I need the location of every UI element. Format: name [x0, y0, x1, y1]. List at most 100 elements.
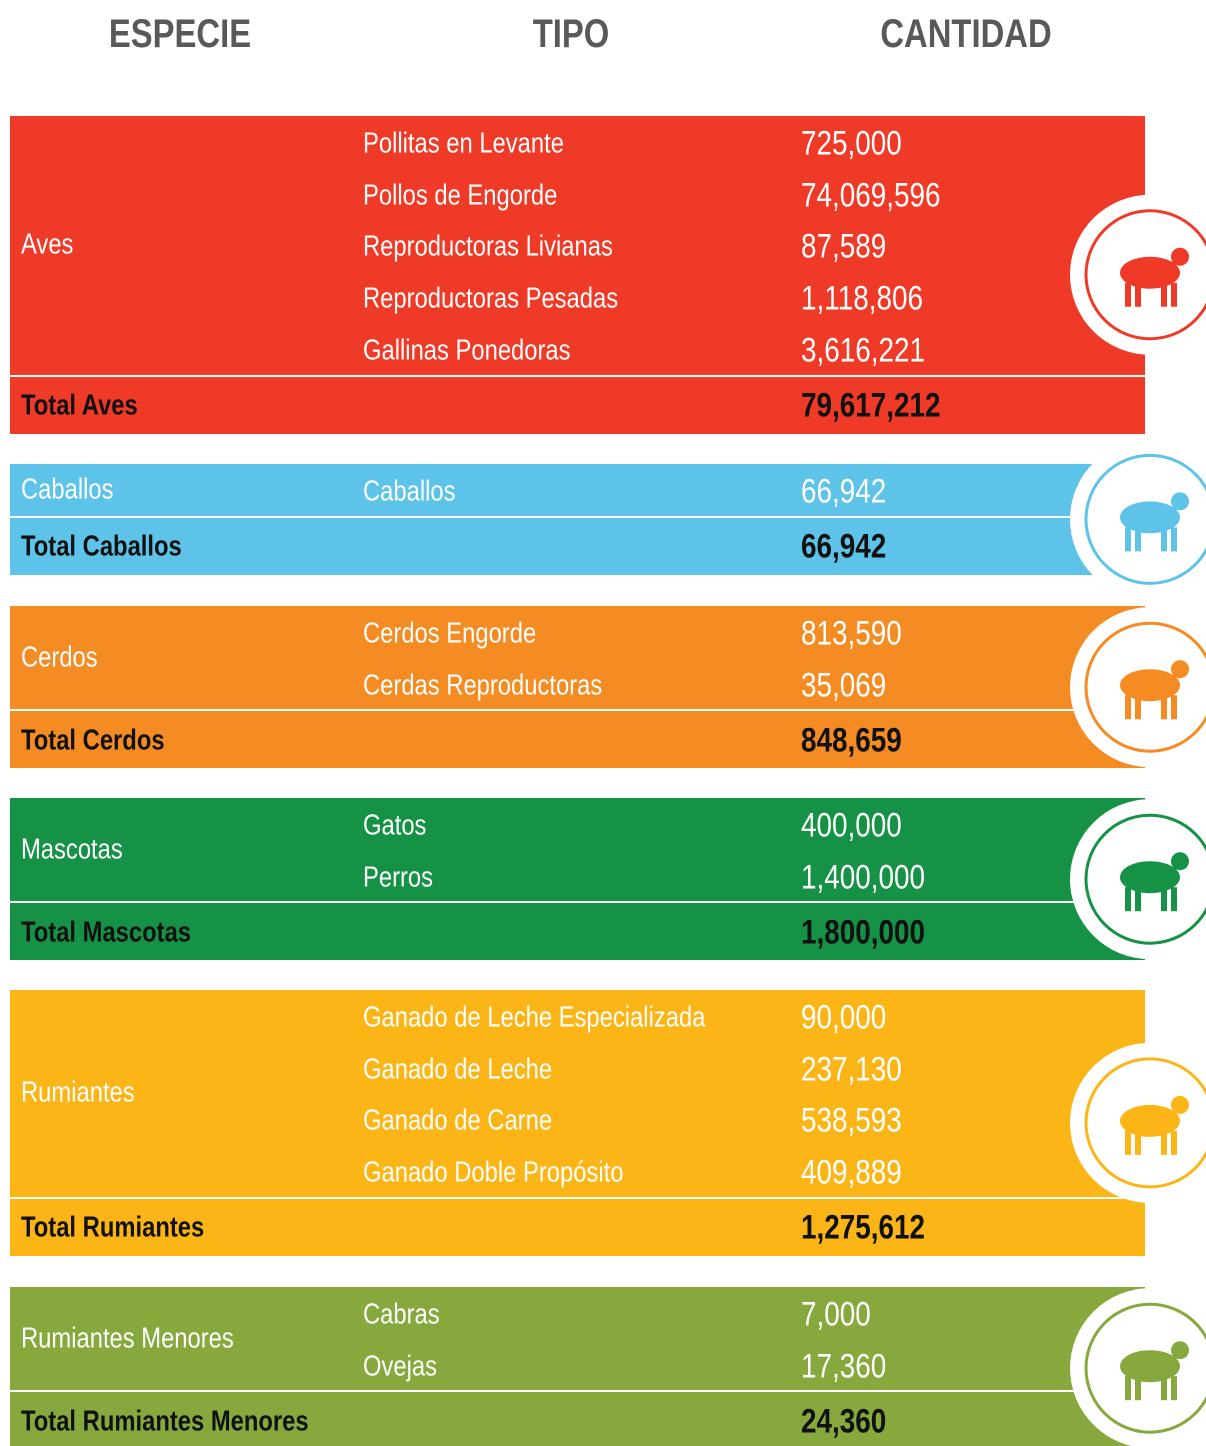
total-value: 66,942: [801, 527, 887, 566]
tipo: Ganado de Leche Especializada: [363, 1001, 706, 1034]
icon-part: [1084, 453, 1206, 585]
icon-part: [1125, 282, 1131, 307]
icon-part: [1161, 1376, 1167, 1401]
tipo: Ovejas: [363, 1350, 438, 1383]
cantidad: 237,130: [801, 1050, 902, 1089]
separator: [10, 709, 1145, 712]
total-value: 1,275,612: [801, 1208, 926, 1247]
cantidad: 409,889: [801, 1153, 902, 1192]
icon-part: [1161, 282, 1167, 307]
cantidad: 90,000: [801, 998, 887, 1037]
icon-part: [1125, 695, 1131, 720]
cantidad: 66,942: [801, 472, 887, 511]
cantidad: 538,593: [801, 1101, 902, 1140]
separator: [10, 1390, 1145, 1393]
icon-part: [1161, 695, 1167, 720]
separator: [10, 515, 1145, 518]
total-value: 848,659: [801, 721, 902, 760]
icon-part: [1171, 247, 1189, 266]
tipo: Cerdas Reproductoras: [363, 669, 603, 702]
total-value: 1,800,000: [801, 913, 926, 952]
group-band: Cerdos Cerdos Engorde 813,590 Cerdas Reprod…: [10, 606, 1145, 769]
icon-part: [1120, 501, 1180, 534]
icon-part: [1171, 660, 1189, 679]
tipo: Cabras: [363, 1298, 440, 1331]
cantidad: 1,118,806: [801, 279, 923, 318]
total-value: 24,360: [801, 1402, 887, 1441]
icon-part: [1125, 1130, 1131, 1155]
tipo: Cerdos Engorde: [363, 617, 537, 650]
tipo: Gallinas Ponedoras: [363, 334, 571, 367]
group-band: Rumiantes Ganado de Leche Especializada 90…: [10, 990, 1145, 1256]
icon-part: [1084, 621, 1206, 753]
cantidad: 17,360: [801, 1347, 887, 1386]
tipo: Pollos de Engorde: [363, 179, 558, 212]
total-label: Total Mascotas: [21, 916, 192, 949]
species: Cerdos: [21, 641, 98, 674]
cantidad: 400,000: [801, 806, 902, 845]
icon-part: [1135, 695, 1141, 720]
tipo: Ganado de Leche: [363, 1053, 553, 1086]
separator: [10, 374, 1145, 377]
icon-part: [1125, 1376, 1131, 1401]
icon-part: [1125, 527, 1131, 552]
separator: [10, 1196, 1145, 1199]
total-label: Total Aves: [21, 389, 138, 422]
icon-part: [1171, 1376, 1177, 1401]
icon-part: [1161, 527, 1167, 552]
icon-part: [1135, 527, 1141, 552]
total-label: Total Caballos: [21, 530, 182, 563]
cantidad: 35,069: [801, 666, 887, 705]
cantidad: 3,616,221: [801, 331, 926, 370]
icon-part: [1120, 669, 1180, 702]
tipo: Gatos: [363, 809, 427, 842]
group-band: Mascotas Gatos 400,000 Perros 1,400,000 Total…: [10, 798, 1145, 961]
icon-part: [1125, 887, 1131, 912]
cantidad: 813,590: [801, 614, 902, 653]
icon-part: [1171, 527, 1177, 552]
icon-part: [1135, 887, 1141, 912]
icon-part: [1171, 492, 1189, 511]
species: Rumiantes: [21, 1076, 135, 1109]
icon-part: [1171, 695, 1177, 720]
tipo: Caballos: [363, 475, 456, 508]
tipo: Perros: [363, 861, 434, 894]
species: Caballos: [21, 473, 114, 506]
icon-part: [1135, 1130, 1141, 1155]
icon-part: [1135, 282, 1141, 307]
tipo: Reproductoras Pesadas: [363, 282, 619, 315]
cantidad: 1,400,000: [801, 858, 926, 897]
icon-part: [1171, 852, 1189, 871]
total-label: Total Rumiantes: [21, 1211, 205, 1244]
header-especie: ESPECIE: [108, 12, 252, 56]
species: Aves: [21, 228, 74, 261]
tipo: Ganado de Carne: [363, 1104, 553, 1137]
group-band: Rumiantes Menores Cabras 7,000 Ovejas 17,360…: [10, 1287, 1145, 1446]
total-label: Total Rumiantes Menores: [21, 1405, 309, 1438]
icon-part: [1120, 1104, 1180, 1137]
icon-part: [1171, 1130, 1177, 1155]
tipo: Reproductoras Livianas: [363, 230, 613, 263]
tipo: Ganado Doble Propósito: [363, 1156, 624, 1189]
cantidad: 7,000: [801, 1295, 871, 1334]
icon-part: [1161, 1130, 1167, 1155]
icon-part: [1135, 1376, 1141, 1401]
tipo: Pollitas en Levante: [363, 127, 564, 160]
header-cantidad: CANTIDAD: [880, 12, 1052, 56]
cantidad: 725,000: [801, 124, 902, 163]
cantidad: 87,589: [801, 227, 887, 266]
icon-part: [1120, 861, 1180, 894]
cantidad: 74,069,596: [801, 176, 941, 215]
total-value: 79,617,212: [801, 386, 941, 425]
icon-part: [1120, 1350, 1180, 1383]
icon-part: [1084, 813, 1206, 945]
separator: [10, 901, 1145, 904]
icon-part: [1171, 887, 1177, 912]
total-label: Total Cerdos: [21, 724, 165, 757]
icon-part: [1171, 282, 1177, 307]
icon-part: [1171, 1341, 1189, 1360]
group-band: Caballos Caballos 66,942 Total Caballos 66,9…: [10, 464, 1145, 575]
icon-part: [1084, 1302, 1206, 1434]
